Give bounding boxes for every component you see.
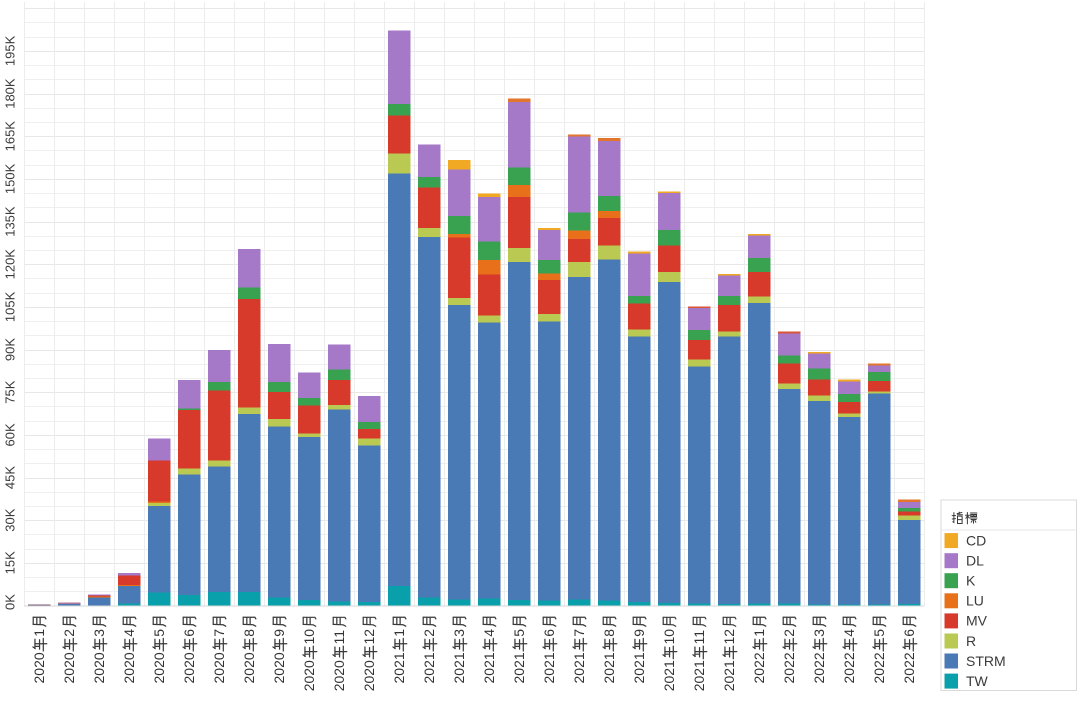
svg-text:3: 3 [91, 629, 107, 637]
svg-text:4: 4 [841, 629, 857, 637]
svg-text:15K: 15K [3, 551, 18, 574]
svg-text:MV: MV [966, 613, 988, 629]
svg-text:11: 11 [691, 630, 707, 645]
svg-text:165K: 165K [3, 121, 18, 152]
svg-text:2022: 2022 [901, 652, 917, 683]
svg-text:30K: 30K [3, 508, 18, 531]
svg-text:STRM: STRM [966, 653, 1006, 669]
svg-text:2021: 2021 [631, 652, 647, 683]
svg-text:LU: LU [966, 593, 984, 609]
svg-text:7: 7 [571, 629, 587, 637]
svg-text:2020: 2020 [331, 660, 347, 691]
svg-text:3: 3 [451, 629, 467, 637]
svg-text:5: 5 [511, 629, 527, 637]
svg-text:9: 9 [271, 629, 287, 637]
svg-text:5: 5 [871, 629, 887, 637]
svg-text:1: 1 [31, 629, 47, 637]
svg-text:6: 6 [901, 629, 917, 637]
svg-text:2020: 2020 [271, 652, 287, 683]
svg-text:90K: 90K [3, 338, 18, 361]
svg-text:2020: 2020 [151, 652, 167, 683]
svg-text:DL: DL [966, 553, 984, 569]
svg-text:195K: 195K [3, 35, 18, 66]
svg-text:8: 8 [601, 629, 617, 637]
svg-text:CD: CD [966, 532, 986, 548]
svg-text:180K: 180K [3, 78, 18, 109]
svg-text:150K: 150K [3, 163, 18, 194]
svg-text:8: 8 [241, 629, 257, 637]
svg-text:2020: 2020 [121, 652, 137, 683]
svg-text:2020: 2020 [301, 660, 317, 691]
svg-text:2022: 2022 [751, 652, 767, 683]
svg-text:45K: 45K [3, 466, 18, 489]
svg-text:2: 2 [421, 629, 437, 637]
svg-text:120K: 120K [3, 249, 18, 280]
svg-text:2021: 2021 [571, 652, 587, 683]
svg-text:TW: TW [966, 673, 989, 689]
svg-text:7: 7 [211, 629, 227, 637]
svg-text:2020: 2020 [241, 652, 257, 683]
svg-text:5: 5 [151, 629, 167, 637]
svg-text:2021: 2021 [391, 652, 407, 683]
svg-text:K: K [966, 573, 976, 589]
svg-text:60K: 60K [3, 423, 18, 446]
svg-text:4: 4 [121, 629, 137, 637]
svg-text:1: 1 [751, 629, 767, 637]
svg-text:2021: 2021 [481, 652, 497, 683]
svg-text:105K: 105K [3, 291, 18, 322]
svg-text:2: 2 [61, 629, 77, 637]
svg-text:2020: 2020 [31, 652, 47, 683]
svg-text:2021: 2021 [511, 652, 527, 683]
svg-text:2022: 2022 [841, 652, 857, 683]
svg-text:12: 12 [361, 629, 377, 645]
svg-text:3: 3 [811, 629, 827, 637]
svg-text:2021: 2021 [541, 652, 557, 683]
svg-text:2021: 2021 [691, 660, 707, 691]
svg-text:2: 2 [781, 629, 797, 637]
svg-text:10: 10 [661, 629, 677, 645]
svg-text:10: 10 [301, 629, 317, 645]
svg-text:2021: 2021 [721, 660, 737, 691]
svg-text:2020: 2020 [361, 660, 377, 691]
svg-text:2020: 2020 [61, 652, 77, 683]
svg-text:2020: 2020 [181, 652, 197, 683]
svg-text:12: 12 [721, 629, 737, 645]
svg-text:135K: 135K [3, 206, 18, 237]
svg-text:75K: 75K [3, 380, 18, 403]
svg-text:R: R [966, 633, 976, 649]
svg-text:2022: 2022 [781, 652, 797, 683]
svg-text:2020: 2020 [211, 652, 227, 683]
svg-text:2020: 2020 [91, 652, 107, 683]
svg-text:0K: 0K [3, 594, 18, 610]
svg-text:2021: 2021 [601, 652, 617, 683]
svg-text:2022: 2022 [811, 652, 827, 683]
svg-text:6: 6 [181, 629, 197, 637]
svg-text:2022: 2022 [871, 652, 887, 683]
svg-text:2021: 2021 [451, 652, 467, 683]
svg-text:2021: 2021 [421, 652, 437, 683]
svg-text:1: 1 [391, 629, 407, 637]
svg-text:4: 4 [481, 629, 497, 637]
svg-text:2021: 2021 [661, 660, 677, 691]
svg-text:11: 11 [331, 630, 347, 645]
svg-text:9: 9 [631, 629, 647, 637]
svg-text:6: 6 [541, 629, 557, 637]
